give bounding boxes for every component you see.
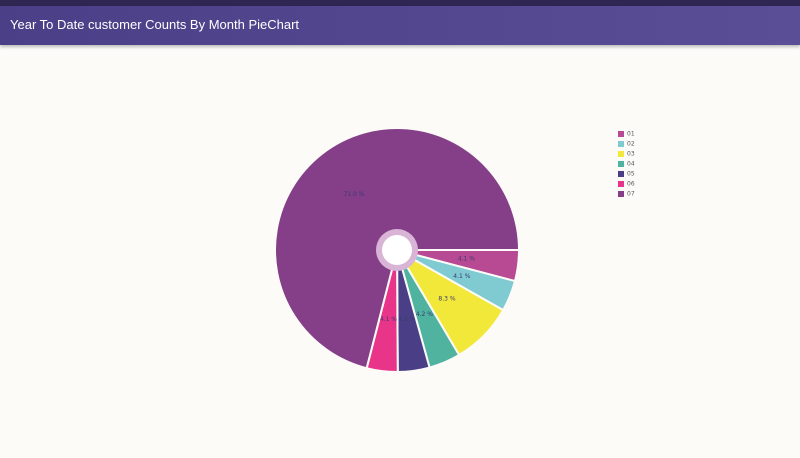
legend-swatch xyxy=(618,181,624,187)
legend-swatch xyxy=(618,141,624,147)
status-bar xyxy=(0,0,800,6)
slice-label: 4.2 % xyxy=(398,316,415,323)
legend-label: 04 xyxy=(627,161,635,168)
app-title: Year To Date customer Counts By Month Pi… xyxy=(10,17,300,32)
slice-label: 71.0 % xyxy=(344,191,365,198)
legend-label: 05 xyxy=(627,171,635,178)
legend-swatch xyxy=(618,131,624,137)
legend-swatch xyxy=(618,151,624,157)
legend-label: 01 xyxy=(627,131,635,138)
slice-label: 4.1 % xyxy=(458,255,475,262)
legend-label: 03 xyxy=(627,151,635,158)
legend-swatch xyxy=(618,171,624,177)
slice-label: 4.1 % xyxy=(380,316,397,323)
slice-label: 4.1 % xyxy=(453,273,470,280)
hole xyxy=(382,235,412,265)
legend-label: 02 xyxy=(627,141,635,148)
legend-label: 07 xyxy=(627,191,635,198)
slice-label: 8.3 % xyxy=(438,296,455,303)
legend-swatch xyxy=(618,191,624,197)
slice-label: 4.2 % xyxy=(416,311,433,318)
legend-swatch xyxy=(618,161,624,167)
legend-label: 06 xyxy=(627,181,635,188)
app-bar: Year To Date customer Counts By Month Pi… xyxy=(0,6,800,45)
